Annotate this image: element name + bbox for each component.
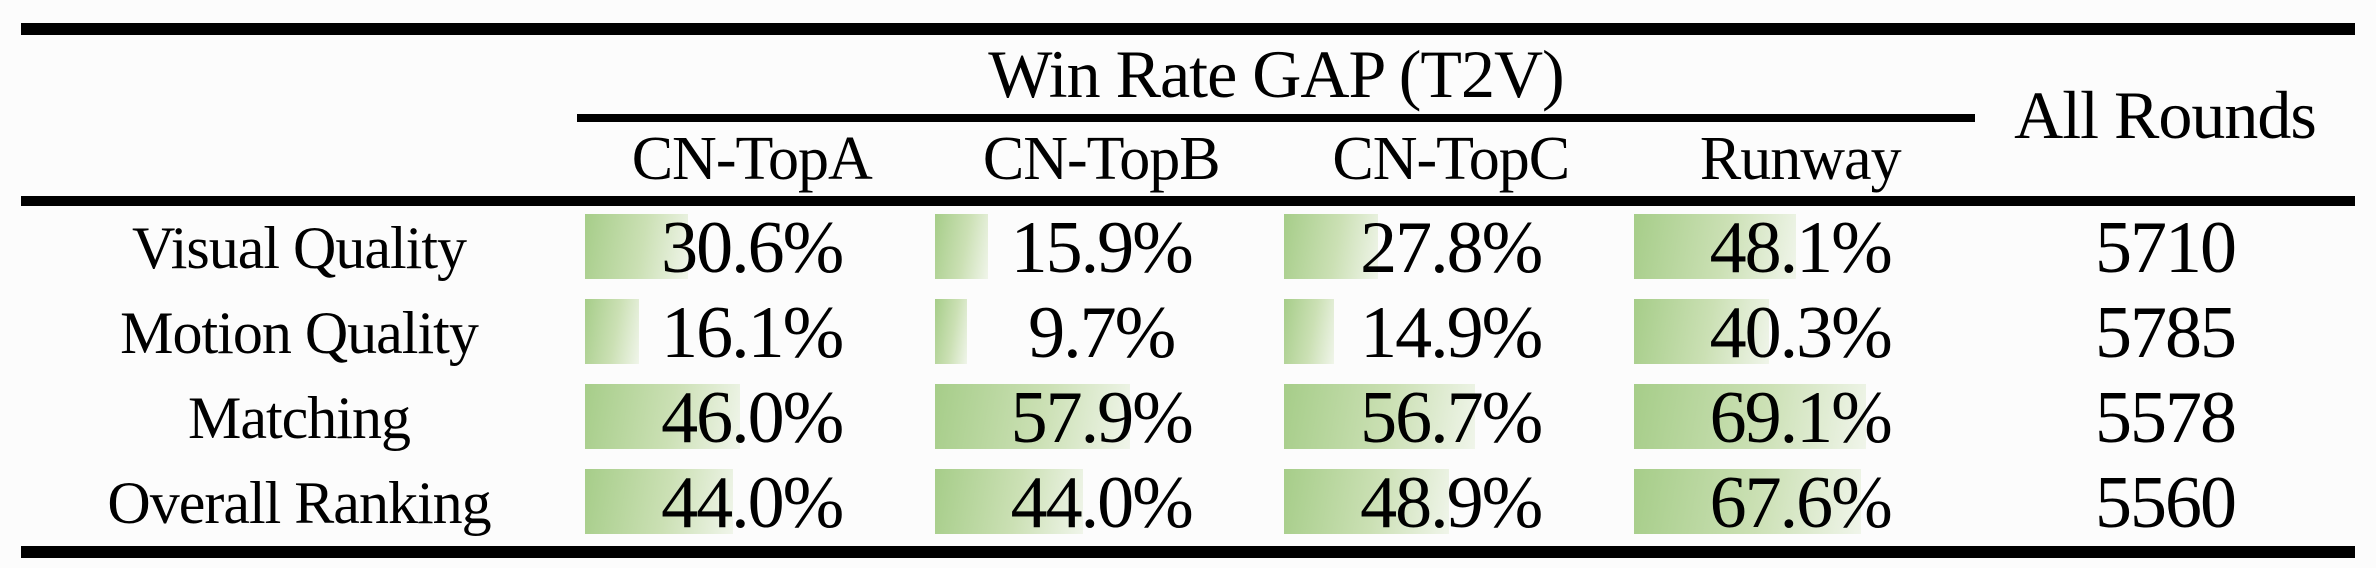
win-rate-bar — [934, 469, 1083, 534]
data-cell: 44.0% — [927, 461, 1277, 546]
column-header-cn-topb: CN-TopB — [982, 124, 1221, 193]
table-top-rule — [21, 23, 2355, 35]
column-header-all-rounds: All Rounds — [2014, 77, 2317, 153]
win-rate-value: 56.7% — [1360, 377, 1543, 459]
win-rate-bar — [1284, 214, 1378, 279]
win-rate-value: 67.6% — [1709, 462, 1893, 544]
column-group-title: Win Rate GAP (T2V) — [988, 36, 1564, 112]
data-cell: 14.9% — [1276, 291, 1626, 376]
win-rate-value: 9.7% — [1028, 292, 1176, 374]
win-rate-bar — [1633, 214, 1796, 279]
win-rate-bar — [1633, 469, 1862, 534]
win-rate-bar — [1284, 384, 1476, 449]
win-rate-bar — [1633, 384, 1867, 449]
win-rate-bar — [585, 214, 689, 279]
data-cell: 9.7% — [927, 291, 1277, 376]
data-cell: 57.9% — [927, 376, 1277, 461]
row-label: Visual Quality — [131, 215, 467, 281]
data-cell: 27.8% — [1276, 206, 1626, 291]
all-rounds-value: 5785 — [2095, 292, 2237, 374]
table-bottom-rule — [21, 546, 2355, 558]
win-rate-bar — [585, 469, 734, 534]
win-rate-bar — [585, 384, 741, 449]
win-rate-bar — [934, 214, 989, 279]
win-rate-bar — [1633, 299, 1770, 364]
results-table: Win Rate GAP (T2V) CN-TopA CN-TopB CN-To… — [21, 23, 2355, 558]
data-cell: 48.9% — [1276, 461, 1626, 546]
win-rate-value: 15.9% — [1010, 207, 1194, 289]
win-rate-value: 14.9% — [1360, 292, 1543, 374]
win-rate-value: 48.1% — [1709, 207, 1893, 289]
row-label: Overall Ranking — [107, 470, 491, 536]
column-header-runway: Runway — [1699, 124, 1902, 193]
table-row-overall-ranking: Overall Ranking 44.0% 44.0% 48.9% 67.6% — [21, 461, 2355, 546]
table-row-matching: Matching 46.0% 57.9% 56.7% 69.1% 557 — [21, 376, 2355, 461]
column-group-underline-rule — [577, 114, 1975, 122]
column-header-cn-topc: CN-TopC — [1332, 124, 1570, 193]
win-rate-value: 46.0% — [661, 377, 844, 459]
header-bottom-rule — [21, 196, 2355, 206]
win-rate-bar — [934, 299, 968, 364]
win-rate-value: 69.1% — [1709, 377, 1893, 459]
all-rounds-value: 5710 — [2095, 207, 2237, 289]
data-cell: 48.1% — [1626, 206, 1976, 291]
table-row-motion-quality: Motion Quality 16.1% 9.7% 14.9% 40.3% — [21, 291, 2355, 376]
row-label: Motion Quality — [120, 300, 479, 366]
all-rounds-value: 5560 — [2095, 462, 2237, 544]
table-header: Win Rate GAP (T2V) CN-TopA CN-TopB CN-To… — [21, 35, 2355, 196]
win-rate-bar — [1284, 299, 1335, 364]
table-body: Visual Quality 30.6% 15.9% 27.8% 48.1% — [21, 206, 2355, 546]
win-rate-value: 48.9% — [1360, 462, 1543, 544]
data-cell: 30.6% — [577, 206, 927, 291]
win-rate-value: 57.9% — [1010, 377, 1194, 459]
win-rate-value: 44.0% — [1010, 462, 1194, 544]
data-cell: 46.0% — [577, 376, 927, 461]
column-header-cn-topa: CN-TopA — [631, 124, 873, 193]
win-rate-value: 40.3% — [1709, 292, 1893, 374]
row-label: Matching — [188, 385, 411, 451]
data-cell: 56.7% — [1276, 376, 1626, 461]
win-rate-bar — [585, 299, 640, 364]
win-rate-value: 30.6% — [661, 207, 844, 289]
win-rate-bar — [1284, 469, 1449, 534]
win-rate-value: 27.8% — [1360, 207, 1543, 289]
all-rounds-value: 5578 — [2095, 377, 2237, 459]
win-rate-bar — [934, 384, 1130, 449]
data-cell: 15.9% — [927, 206, 1277, 291]
win-rate-value: 16.1% — [661, 292, 844, 374]
data-cell: 69.1% — [1626, 376, 1976, 461]
data-cell: 40.3% — [1626, 291, 1976, 376]
data-cell: 16.1% — [577, 291, 927, 376]
table-row-visual-quality: Visual Quality 30.6% 15.9% 27.8% 48.1% — [21, 206, 2355, 291]
sub-column-headers: CN-TopA CN-TopB CN-TopC Runway — [577, 122, 1975, 196]
win-rate-value: 44.0% — [661, 462, 844, 544]
data-cell: 44.0% — [577, 461, 927, 546]
data-cell: 67.6% — [1626, 461, 1976, 546]
